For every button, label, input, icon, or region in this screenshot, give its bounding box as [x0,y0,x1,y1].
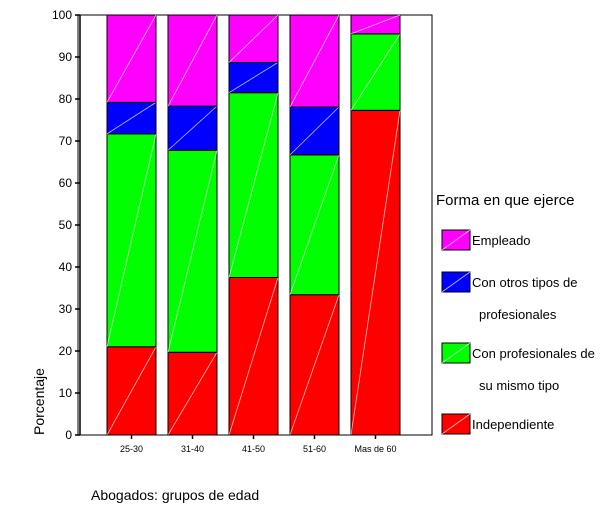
y-tick-label: 70 [59,134,73,148]
bar-segment-sheen [167,352,218,436]
y-tick-label: 0 [65,428,72,442]
bar-segment-sheen [167,105,218,151]
legend: Forma en que ejerce Empleado Con otros ti… [436,192,595,435]
bars-group [106,14,401,436]
legend-label: Independiente [472,417,554,432]
y-tick-label: 40 [59,260,73,274]
legend-title: Forma en que ejerce [436,192,574,209]
x-tick-label: 51-60 [303,444,326,454]
bar-segment-sheen [106,133,157,347]
x-tick-label: Mas de 60 [354,444,396,454]
bar-segment-sheen [350,33,401,111]
y-tick-label: 90 [59,50,73,64]
y-tick-label: 80 [59,92,73,106]
y-axis: 0 10 20 30 40 50 60 70 80 90 100 [52,8,81,442]
bar-segment-sheen [228,277,279,436]
bar-segment-sheen [106,346,157,436]
bar-segment-sheen [350,110,401,436]
x-tick-label: 25-30 [120,444,143,454]
y-tick-label: 10 [59,386,73,400]
y-tick-label: 60 [59,176,73,190]
legend-swatch-sheen [441,271,471,293]
legend-label: Con otros tipos de [472,275,578,290]
x-axis-title: Abogados: grupos de edad [91,487,259,503]
y-tick-label: 50 [59,218,73,232]
bar-segment-sheen [106,14,157,103]
x-tick-label: 31-40 [181,444,204,454]
x-tick-label: 41-50 [242,444,265,454]
bar-segment-sheen [289,106,340,156]
legend-swatch-sheen [441,413,471,435]
y-axis-title: Porcentaje [31,368,47,435]
bar-segment-sheen [228,92,279,278]
bar-segment-sheen [167,14,218,107]
bar-segment-sheen [289,154,340,295]
legend-label: Empleado [472,233,531,248]
legend-swatch-sheen [441,229,471,251]
bar-segment-sheen [228,62,279,94]
legend-label: su mismo tipo [479,378,559,393]
bar-segment-sheen [106,102,157,135]
bar-segment-sheen [228,14,279,63]
y-tick-label: 30 [59,302,73,316]
x-axis: 25-30 31-40 41-50 51-60 Mas de 60 [78,434,432,454]
y-tick-label: 100 [52,8,72,22]
bar-segment-sheen [350,14,401,35]
legend-swatch-sheen [441,342,471,364]
bar-segment-sheen [167,150,218,353]
y-tick-label: 20 [59,344,73,358]
bar-segment-sheen [289,14,340,108]
legend-label: Con profesionales de [472,346,595,361]
legend-label: profesionales [479,307,557,322]
bar-segment-sheen [289,294,340,436]
